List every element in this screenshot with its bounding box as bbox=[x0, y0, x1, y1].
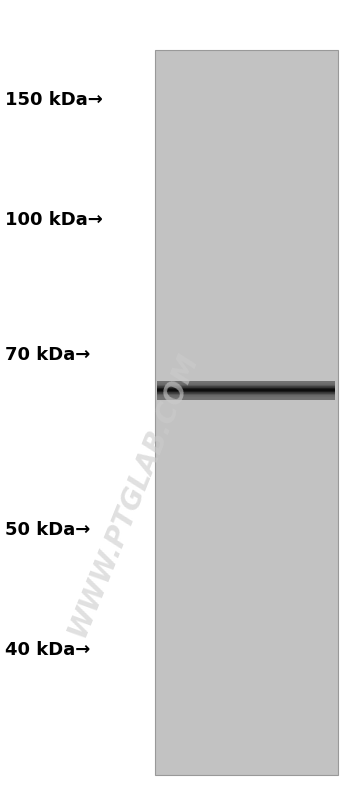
Text: 150 kDa→: 150 kDa→ bbox=[5, 91, 103, 109]
Bar bbox=[157, 384, 335, 385]
Bar bbox=[157, 394, 335, 396]
Bar bbox=[157, 382, 335, 383]
Bar bbox=[157, 397, 335, 398]
Text: 100 kDa→: 100 kDa→ bbox=[5, 211, 103, 229]
Bar bbox=[157, 394, 335, 395]
Bar bbox=[157, 396, 335, 398]
Bar bbox=[157, 399, 335, 400]
Bar bbox=[157, 386, 335, 387]
Bar bbox=[157, 391, 335, 392]
Bar bbox=[155, 50, 338, 775]
Bar bbox=[157, 392, 335, 393]
Bar bbox=[157, 390, 335, 391]
Bar bbox=[157, 383, 335, 384]
Bar bbox=[157, 381, 335, 382]
Bar bbox=[157, 388, 335, 389]
Bar bbox=[157, 382, 335, 384]
Bar bbox=[157, 393, 335, 394]
Bar bbox=[157, 392, 335, 393]
Bar bbox=[157, 384, 335, 386]
Bar bbox=[157, 395, 335, 396]
Bar bbox=[157, 385, 335, 386]
Bar bbox=[157, 387, 335, 388]
Text: 50 kDa→: 50 kDa→ bbox=[5, 521, 90, 539]
Bar bbox=[157, 398, 335, 399]
Bar bbox=[157, 389, 335, 390]
Bar bbox=[157, 396, 335, 397]
Text: 70 kDa→: 70 kDa→ bbox=[5, 346, 90, 364]
Text: WWW.PTGLAB.COM: WWW.PTGLAB.COM bbox=[63, 349, 203, 642]
Bar bbox=[157, 389, 335, 391]
Bar bbox=[157, 387, 335, 388]
Text: 40 kDa→: 40 kDa→ bbox=[5, 641, 90, 659]
